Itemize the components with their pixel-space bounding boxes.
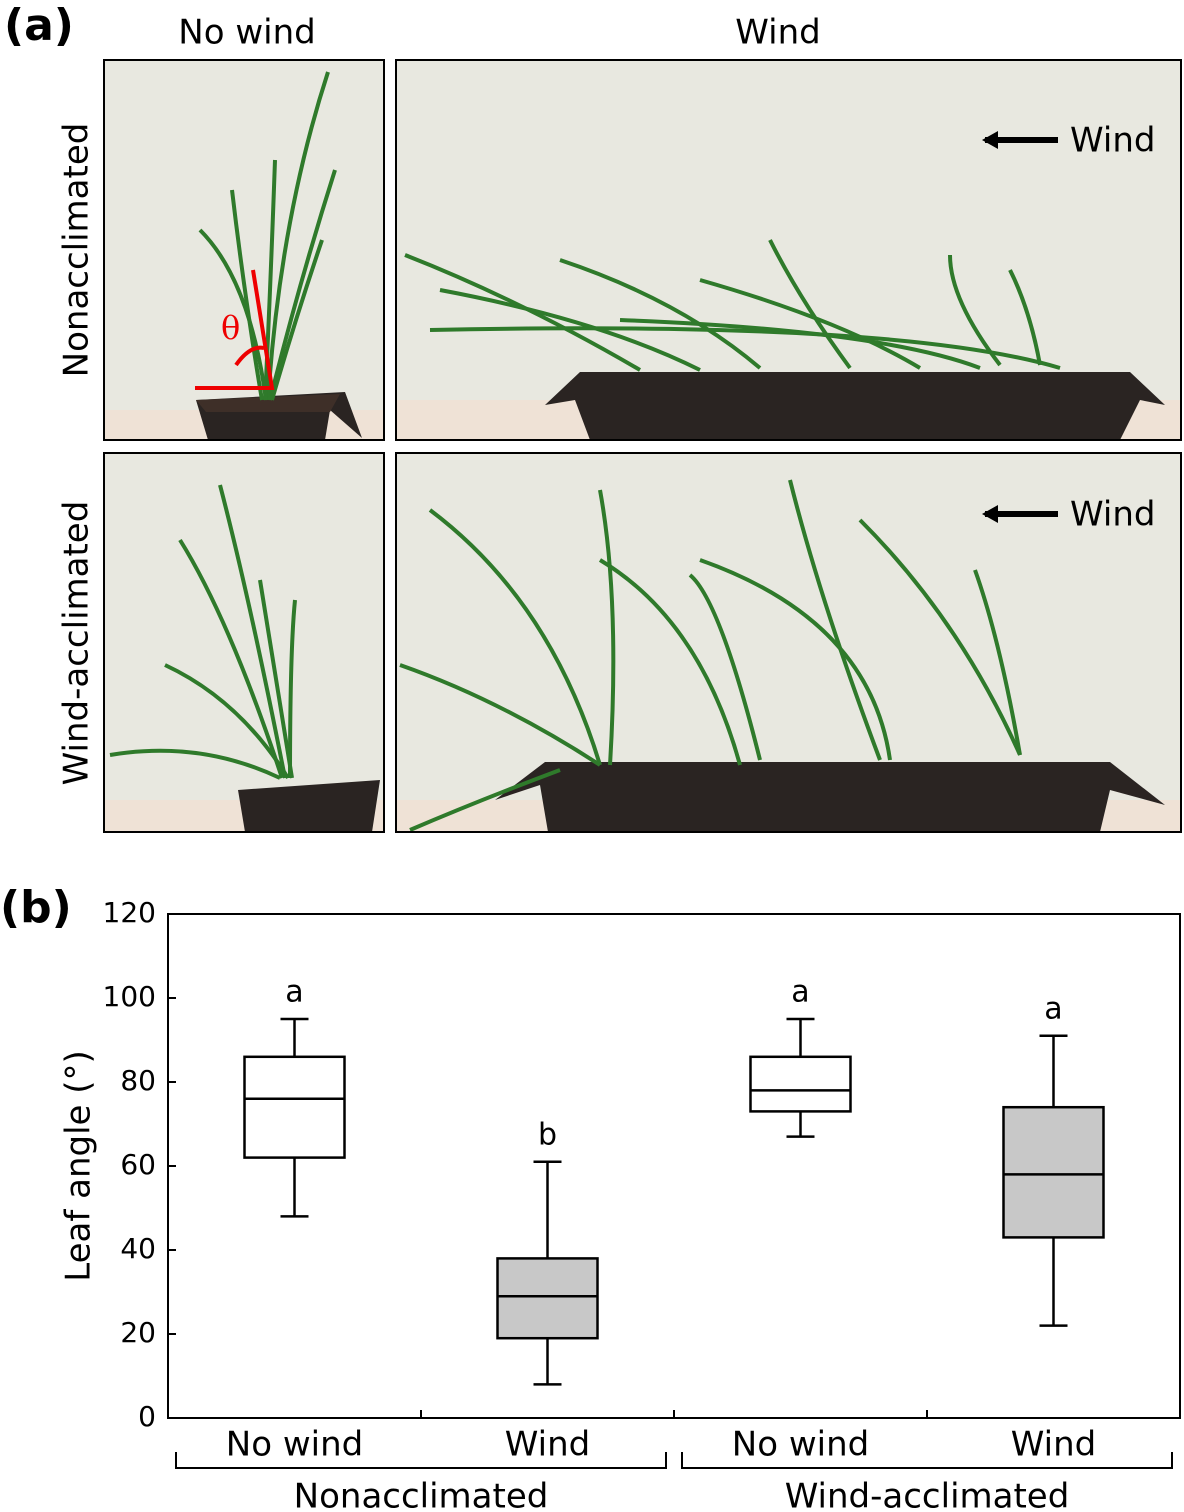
column-header: No wind (178, 13, 315, 53)
y-tick-label: 120 (103, 896, 156, 929)
y-tick-label: 60 (120, 1148, 156, 1181)
y-tick-label: 0 (138, 1400, 156, 1433)
y-tick-label: 40 (120, 1232, 156, 1265)
y-tick-label: 100 (103, 980, 156, 1013)
group-bracket (681, 1452, 1173, 1469)
angle-symbol: θ (221, 309, 240, 347)
x-tick-label: Wind (1011, 1425, 1096, 1465)
photo: Wind (395, 59, 1182, 441)
group-label: Nonacclimated (294, 1477, 549, 1512)
x-tick-label: No wind (732, 1425, 869, 1465)
significance-label: b (538, 1117, 557, 1152)
photo: θ (103, 59, 385, 441)
panel-label: (b) (0, 882, 72, 933)
group-bracket (175, 1452, 667, 1469)
box (496, 1257, 599, 1340)
significance-label: a (1044, 991, 1062, 1026)
wind-label: Wind (1070, 495, 1155, 535)
x-tick-label: Wind (505, 1425, 590, 1465)
box (243, 1055, 346, 1159)
group-label: Wind-acclimated (785, 1477, 1070, 1512)
box (749, 1055, 852, 1113)
box (1002, 1105, 1105, 1239)
wind-label: Wind (1070, 121, 1155, 161)
y-tick-label: 20 (120, 1316, 156, 1349)
photo (103, 452, 385, 833)
x-tick-label: No wind (226, 1425, 363, 1465)
row-header: Nonacclimated (57, 123, 97, 378)
significance-label: a (285, 975, 303, 1010)
row-header: Wind-acclimated (57, 501, 97, 786)
column-header: Wind (735, 13, 820, 53)
significance-label: a (791, 975, 809, 1010)
y-axis-label: Leaf angle (°) (59, 1050, 99, 1282)
photo: Wind (395, 452, 1182, 833)
panel-label: (a) (4, 0, 74, 51)
plot: 0 20 40 60 80 100 120 No wind Wind No wind Wind Non… (103, 896, 1173, 1512)
y-tick-label: 80 (120, 1064, 156, 1097)
